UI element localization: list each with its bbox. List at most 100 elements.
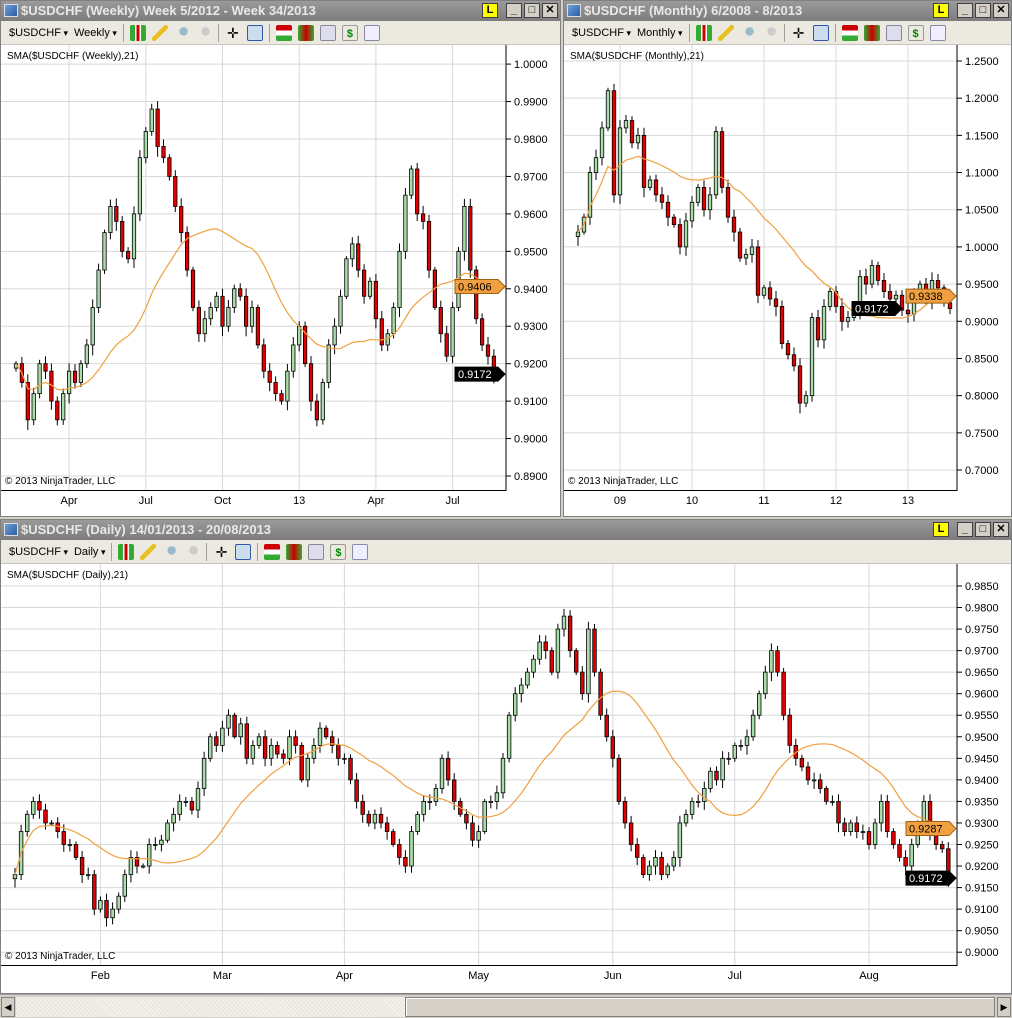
candle-body-up — [67, 370, 72, 395]
candle-body-up — [238, 723, 243, 738]
candle-body-up — [332, 325, 337, 346]
candle — [98, 896, 103, 913]
zoom-in-icon[interactable] — [739, 24, 756, 41]
candle — [476, 825, 481, 848]
candle-body-up — [575, 231, 581, 237]
candle-body-down — [220, 295, 225, 327]
link-button[interactable]: L — [933, 522, 949, 537]
candle — [140, 863, 146, 869]
indicators-icon[interactable] — [286, 543, 303, 560]
candle — [799, 754, 805, 772]
pencil-draw-icon[interactable] — [717, 24, 734, 41]
magnifier-icon[interactable] — [235, 543, 252, 560]
maximize-button[interactable]: □ — [524, 3, 540, 18]
scroll-right-arrow-icon[interactable]: ▶ — [997, 997, 1011, 1017]
price-chart[interactable]: 0.9850 0.9800 0.9750 0.9700 0.9650 0.9600 0.95… — [1, 564, 1011, 966]
properties-icon[interactable] — [363, 24, 380, 41]
strategies-icon[interactable] — [885, 24, 902, 41]
window-title-bar[interactable]: $USDCHF (Monthly) 6/2008 - 8/2013 L _ □ ✕ — [564, 1, 1011, 21]
y-tick-label: 0.9400 — [514, 284, 548, 296]
order-icon[interactable] — [841, 24, 858, 41]
instrument-selector[interactable]: $USDCHF — [572, 27, 631, 39]
zoom-in-icon[interactable] — [162, 543, 179, 560]
zoom-out-icon[interactable] — [184, 543, 201, 560]
magnifier-icon[interactable] — [246, 24, 263, 41]
chart-style-icon[interactable] — [129, 24, 146, 41]
dollar-icon[interactable]: $ — [330, 543, 347, 560]
window-title-bar[interactable]: $USDCHF (Weekly) Week 5/2012 - Week 34/2… — [1, 1, 560, 21]
link-button[interactable]: L — [933, 3, 949, 18]
candle — [567, 610, 573, 658]
indicators-icon[interactable] — [297, 24, 314, 41]
candle — [261, 338, 266, 379]
time-axis[interactable]: 09 10 11 12 13 — [564, 491, 957, 516]
properties-icon[interactable] — [352, 543, 369, 560]
scroll-thumb[interactable] — [405, 997, 995, 1017]
maximize-button[interactable]: □ — [975, 522, 991, 537]
candle-body-down — [725, 187, 731, 218]
candle — [415, 162, 420, 222]
candle-body-down — [635, 844, 640, 858]
crosshair-icon[interactable]: ✛ — [227, 24, 239, 41]
candle-body-up — [305, 757, 310, 781]
strategies-icon[interactable] — [319, 24, 336, 41]
maximize-button[interactable]: □ — [975, 3, 991, 18]
instrument-selector[interactable]: $USDCHF — [9, 546, 68, 558]
dollar-icon[interactable]: $ — [341, 24, 358, 41]
horizontal-scrollbar[interactable]: ◀ ▶ — [0, 994, 1012, 1018]
candle-body-up — [617, 127, 623, 196]
pencil-draw-icon[interactable] — [140, 543, 157, 560]
order-icon[interactable] — [275, 24, 292, 41]
candle — [897, 839, 902, 862]
instrument-selector[interactable]: $USDCHF — [9, 27, 68, 39]
zoom-in-icon[interactable] — [173, 24, 190, 41]
price-chart[interactable]: 1.2500 1.2000 1.1500 1.1000 1.0500 1.0000 0.95… — [564, 45, 1011, 491]
candle — [635, 838, 640, 866]
candle-body-up — [720, 757, 725, 781]
minimize-button[interactable]: _ — [506, 3, 522, 18]
candle-body-down — [390, 831, 396, 845]
properties-icon[interactable] — [929, 24, 946, 41]
time-axis[interactable]: Apr Jul Oct 13 Apr Jul — [1, 491, 506, 516]
minimize-button[interactable]: _ — [957, 3, 973, 18]
candle — [653, 174, 659, 202]
zoom-out-icon[interactable] — [761, 24, 778, 41]
scroll-track[interactable] — [16, 997, 405, 1017]
indicators-icon[interactable] — [863, 24, 880, 41]
order-icon[interactable] — [264, 543, 281, 560]
close-button[interactable]: ✕ — [993, 3, 1009, 18]
window-title-bar[interactable]: $USDCHF (Daily) 14/01/2013 - 20/08/2013 … — [1, 520, 1011, 540]
candle-body-down — [348, 757, 353, 781]
interval-selector[interactable]: Monthly — [637, 27, 683, 39]
close-button[interactable]: ✕ — [993, 522, 1009, 537]
strategies-icon[interactable] — [308, 543, 325, 560]
close-button[interactable]: ✕ — [542, 3, 558, 18]
link-button[interactable]: L — [482, 3, 498, 18]
price-chart[interactable]: 1.0000 0.9900 0.9800 0.9700 0.9600 0.9500 0.94… — [1, 45, 560, 491]
pencil-draw-icon[interactable] — [151, 24, 168, 41]
candle — [866, 827, 872, 850]
dollar-icon[interactable]: $ — [907, 24, 924, 41]
chart-style-icon[interactable] — [118, 543, 135, 560]
candle — [439, 754, 445, 794]
time-axis[interactable]: Feb Mar Apr May Jun Jul Aug — [1, 966, 957, 992]
magnifier-icon[interactable] — [812, 24, 829, 41]
candle-body-down — [659, 857, 664, 876]
candle — [134, 851, 140, 874]
scroll-left-arrow-icon[interactable]: ◀ — [1, 997, 15, 1017]
candle — [593, 149, 599, 180]
candle — [755, 240, 761, 304]
sma-price-marker — [905, 288, 957, 304]
candle — [881, 272, 887, 299]
crosshair-icon[interactable]: ✛ — [215, 543, 228, 560]
crosshair-icon[interactable]: ✛ — [792, 24, 805, 41]
interval-selector[interactable]: Daily — [74, 546, 105, 558]
candle — [102, 229, 107, 274]
minimize-button[interactable]: _ — [957, 522, 973, 537]
candle-body-down — [275, 744, 280, 755]
zoom-out-icon[interactable] — [195, 24, 212, 41]
chart-style-icon[interactable] — [695, 24, 712, 41]
candle — [426, 214, 432, 279]
interval-selector[interactable]: Weekly — [74, 27, 117, 39]
divider — [122, 23, 124, 42]
